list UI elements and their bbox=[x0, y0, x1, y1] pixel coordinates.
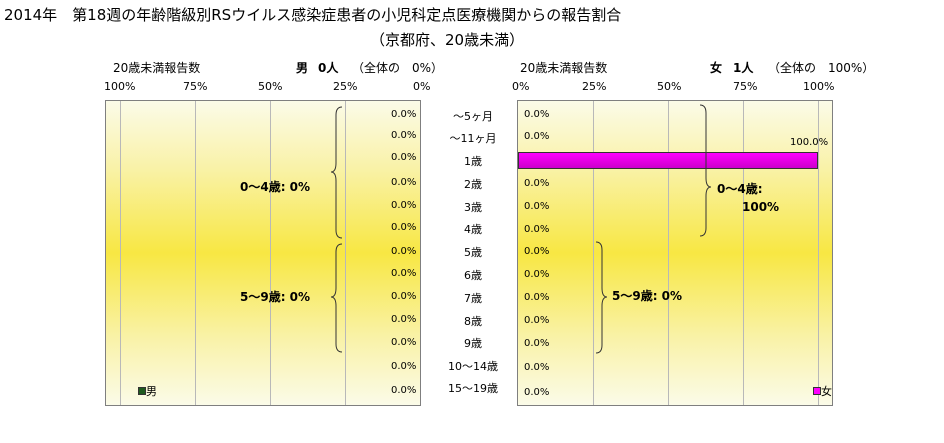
right-brace-0-4 bbox=[699, 104, 712, 237]
right-group-0-4-value: 100% bbox=[742, 200, 780, 214]
gridline bbox=[195, 101, 196, 405]
left-tick-label: 0% bbox=[413, 80, 431, 93]
male-value-label: 0.0% bbox=[391, 222, 417, 233]
right-tick-label: 100% bbox=[803, 80, 835, 93]
female-value-label: 0.0% bbox=[524, 362, 550, 373]
left-brace-5-9 bbox=[330, 243, 343, 353]
left-tick-label: 25% bbox=[333, 80, 358, 93]
male-value-label: 0.0% bbox=[391, 109, 417, 120]
age-label: 9歳 bbox=[464, 337, 482, 350]
male-value-label: 0.0% bbox=[391, 130, 417, 141]
age-label: ～5ヶ月 bbox=[453, 110, 493, 123]
male-value-label: 0.0% bbox=[391, 268, 417, 279]
right-group-5-9-label: 5～9歳: 0% bbox=[612, 289, 683, 303]
female-value-label: 100.0% bbox=[790, 137, 829, 148]
right-tick-label: 0% bbox=[512, 80, 530, 93]
male-value-label: 0.0% bbox=[391, 385, 417, 396]
age-label: 7歳 bbox=[464, 292, 482, 305]
right-group-0-4-label: 0～4歳: bbox=[717, 182, 763, 196]
age-label: 4歳 bbox=[464, 223, 482, 236]
left-brace-0-4 bbox=[330, 106, 343, 239]
female-value-label: 0.0% bbox=[524, 201, 550, 212]
age-label: 8歳 bbox=[464, 315, 482, 328]
gridline bbox=[345, 101, 346, 405]
age-label: 5歳 bbox=[464, 246, 482, 259]
female-value-label: 0.0% bbox=[524, 224, 550, 235]
left-share-label: （全体の 0%） bbox=[352, 61, 444, 75]
female-value-label: 0.0% bbox=[524, 387, 550, 398]
left-tick-label: 100% bbox=[104, 80, 136, 93]
right-tick-label: 75% bbox=[733, 80, 758, 93]
age-label: 15～19歳 bbox=[448, 382, 498, 395]
right-count-label: 1人 bbox=[733, 61, 754, 75]
male-value-label: 0.0% bbox=[391, 177, 417, 188]
gridline bbox=[120, 101, 121, 405]
female-value-label: 0.0% bbox=[524, 269, 550, 280]
left-group-0-4-label: 0～4歳: 0% bbox=[240, 180, 311, 194]
male-value-label: 0.0% bbox=[391, 200, 417, 211]
right-tick-label: 25% bbox=[582, 80, 607, 93]
right-sex-label: 女 bbox=[710, 61, 723, 75]
age-label: 1歳 bbox=[464, 155, 482, 168]
age-label: 6歳 bbox=[464, 269, 482, 282]
male-value-label: 0.0% bbox=[391, 291, 417, 302]
female-value-label: 0.0% bbox=[524, 292, 550, 303]
male-legend-label: 男 bbox=[146, 385, 157, 398]
age-label: 3歳 bbox=[464, 201, 482, 214]
female-value-label: 0.0% bbox=[524, 178, 550, 189]
left-sex-label: 男 bbox=[296, 61, 309, 75]
female-value-label: 0.0% bbox=[524, 246, 550, 257]
female-value-label: 0.0% bbox=[524, 315, 550, 326]
age-label: 10～14歳 bbox=[448, 360, 498, 373]
gridline bbox=[743, 101, 744, 405]
left-axis-title: 20歳未満報告数 bbox=[113, 61, 201, 75]
gridline bbox=[593, 101, 594, 405]
male-value-label: 0.0% bbox=[391, 314, 417, 325]
gridline bbox=[818, 101, 819, 405]
right-axis-title: 20歳未満報告数 bbox=[520, 61, 608, 75]
female-value-label: 0.0% bbox=[524, 338, 550, 349]
age-label: 2歳 bbox=[464, 178, 482, 191]
left-tick-label: 75% bbox=[183, 80, 208, 93]
female-value-label: 0.0% bbox=[524, 131, 550, 142]
left-plot-area bbox=[105, 100, 421, 406]
male-value-label: 0.0% bbox=[391, 361, 417, 372]
left-count-label: 0人 bbox=[318, 61, 339, 75]
gridline bbox=[668, 101, 669, 405]
male-value-label: 0.0% bbox=[391, 337, 417, 348]
chart-subtitle: （京都府、20歳未満） bbox=[370, 31, 525, 49]
gridline bbox=[270, 101, 271, 405]
male-value-label: 0.0% bbox=[391, 152, 417, 163]
right-brace-5-9 bbox=[595, 241, 608, 354]
female-bar-1yr bbox=[518, 152, 818, 169]
chart-title: 2014年 第18週の年齢階級別RSウイルス感染症患者の小児科定点医療機関からの… bbox=[4, 6, 622, 24]
left-tick-label: 50% bbox=[258, 80, 283, 93]
right-tick-label: 50% bbox=[657, 80, 682, 93]
age-label: ～11ヶ月 bbox=[449, 132, 497, 145]
male-value-label: 0.0% bbox=[391, 246, 417, 257]
left-group-5-9-label: 5～9歳: 0% bbox=[240, 290, 311, 304]
female-value-label: 0.0% bbox=[524, 109, 550, 120]
male-legend-swatch bbox=[138, 387, 146, 395]
female-legend-swatch bbox=[813, 387, 821, 395]
right-plot-area bbox=[517, 100, 833, 406]
female-legend-label: 女 bbox=[821, 385, 832, 398]
right-share-label: （全体の 100%） bbox=[768, 61, 875, 75]
